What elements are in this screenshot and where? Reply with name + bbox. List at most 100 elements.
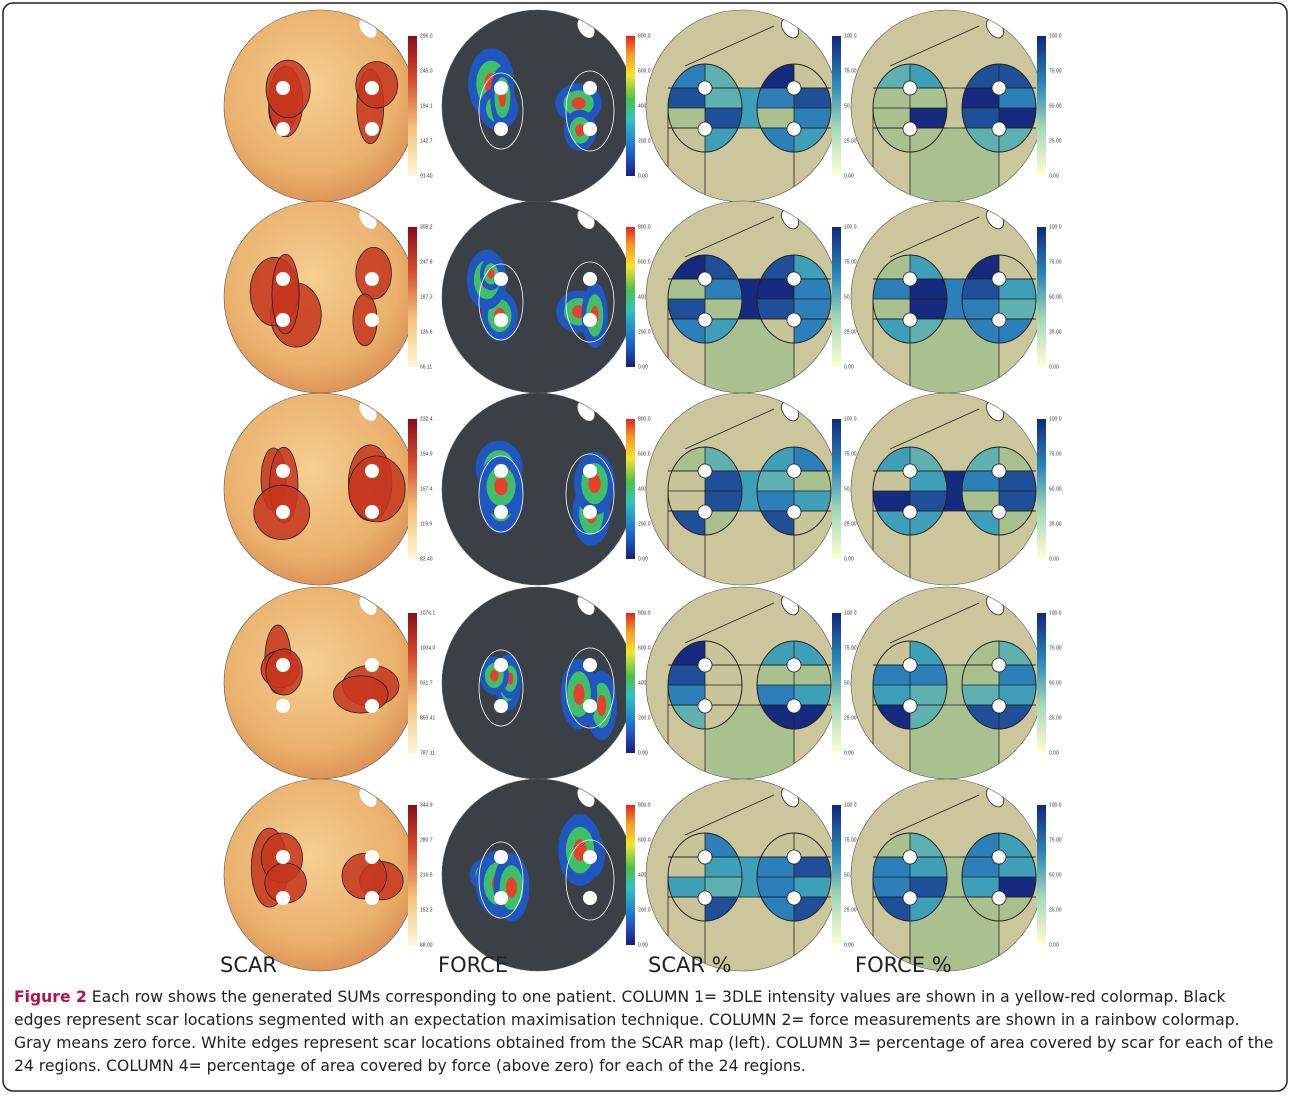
force-blob bbox=[494, 477, 507, 495]
electrode bbox=[583, 850, 597, 864]
electrode bbox=[698, 658, 712, 672]
colorbar-label: 152.3 bbox=[420, 907, 433, 913]
colorbar-label: 800.0 bbox=[638, 33, 651, 39]
electrode bbox=[698, 699, 712, 713]
electrode bbox=[787, 122, 801, 136]
electrode bbox=[992, 699, 1006, 713]
electrode bbox=[903, 699, 917, 713]
colorbar-label: 25.00 bbox=[1049, 907, 1062, 913]
colorbar-label: 800.0 bbox=[638, 416, 651, 422]
disc-map bbox=[224, 779, 416, 971]
electrode bbox=[903, 122, 917, 136]
electrode bbox=[992, 464, 1006, 478]
colorbar bbox=[626, 227, 635, 367]
disc-map bbox=[224, 393, 416, 585]
colorbar-label: 0.00 bbox=[638, 750, 648, 756]
force-blob bbox=[597, 695, 606, 716]
colorbar-label: 0.00 bbox=[844, 942, 854, 948]
colorbar-label: 600.0 bbox=[638, 837, 651, 843]
electrode bbox=[583, 699, 597, 713]
disc-map bbox=[851, 393, 1043, 607]
electrode bbox=[494, 891, 508, 905]
electrode bbox=[698, 891, 712, 905]
colorbar-label: 800.0 bbox=[638, 802, 651, 808]
column-label: FORCE % bbox=[855, 953, 952, 977]
colorbar bbox=[832, 419, 841, 559]
colorbar bbox=[832, 36, 841, 176]
caption-label: Figure 2 bbox=[14, 988, 87, 1006]
colorbar-label: 50.00 bbox=[1049, 680, 1062, 686]
disc bbox=[442, 10, 634, 202]
colorbar-label: 216.5 bbox=[420, 872, 433, 878]
colorbar-label: 600.0 bbox=[638, 451, 651, 457]
column-label: FORCE bbox=[438, 953, 508, 977]
electrode bbox=[494, 272, 508, 286]
disc-map bbox=[851, 587, 1043, 801]
colorbar-label: 0.00 bbox=[1049, 364, 1059, 370]
electrode bbox=[494, 699, 508, 713]
colorbar-label: 75.00 bbox=[1049, 259, 1062, 265]
colorbar-label: 194.9 bbox=[420, 451, 433, 457]
colorbar-label: 0.00 bbox=[638, 942, 648, 948]
electrode bbox=[494, 850, 508, 864]
colorbar-label: 200.0 bbox=[638, 907, 651, 913]
colorbar-label: 75.00 bbox=[844, 259, 857, 265]
column-label: SCAR % bbox=[648, 953, 732, 977]
electrode bbox=[903, 891, 917, 905]
electrode bbox=[276, 122, 290, 136]
colorbar-label: 100.0 bbox=[1049, 224, 1062, 230]
colorbar-label: 0.00 bbox=[1049, 942, 1059, 948]
electrode bbox=[494, 81, 508, 95]
colorbar-label: 91.40 bbox=[420, 173, 433, 179]
colorbar bbox=[626, 613, 635, 753]
colorbar-label: 280.7 bbox=[420, 837, 433, 843]
electrode bbox=[903, 272, 917, 286]
caption: Figure 2 Each row shows the generated SU… bbox=[14, 986, 1276, 1078]
colorbar-label: 0.00 bbox=[1049, 556, 1059, 562]
colorbar bbox=[408, 419, 417, 559]
colorbar-label: 0.00 bbox=[638, 173, 648, 179]
colorbar bbox=[408, 613, 417, 753]
electrode bbox=[903, 81, 917, 95]
disc-map bbox=[224, 10, 416, 202]
colorbar-label: 75.00 bbox=[1049, 68, 1062, 74]
electrode bbox=[903, 505, 917, 519]
force-blob bbox=[572, 97, 586, 109]
electrode bbox=[276, 891, 290, 905]
colorbar bbox=[408, 805, 417, 945]
colorbar-label: 50.00 bbox=[1049, 872, 1062, 878]
colorbar-label: 25.00 bbox=[844, 138, 857, 144]
colorbar-label: 200.0 bbox=[638, 521, 651, 527]
colorbar-label: 50.00 bbox=[1049, 103, 1062, 109]
disc bbox=[224, 10, 416, 202]
electrode bbox=[992, 122, 1006, 136]
colorbar bbox=[626, 36, 635, 176]
disc-map bbox=[442, 201, 634, 393]
electrode bbox=[365, 850, 379, 864]
colorbar bbox=[832, 613, 841, 753]
electrode bbox=[903, 658, 917, 672]
colorbar-label: 25.00 bbox=[1049, 715, 1062, 721]
electrode bbox=[698, 272, 712, 286]
disc-map bbox=[851, 201, 1043, 415]
colorbar-label: 75.00 bbox=[844, 68, 857, 74]
disc-map bbox=[224, 587, 416, 779]
electrode bbox=[276, 272, 290, 286]
electrode bbox=[992, 891, 1006, 905]
colorbar-label: 200.0 bbox=[638, 715, 651, 721]
colorbar-label: 800.0 bbox=[638, 224, 651, 230]
colorbar-label: 75.00 bbox=[1049, 837, 1062, 843]
electrode bbox=[787, 850, 801, 864]
colorbar-label: 187.3 bbox=[420, 294, 433, 300]
colorbar-label: 194.1 bbox=[420, 103, 433, 109]
colorbar-label: 50.00 bbox=[1049, 486, 1062, 492]
colorbar-label: 82.40 bbox=[420, 556, 433, 562]
electrode bbox=[276, 313, 290, 327]
electrode bbox=[494, 658, 508, 672]
electrode bbox=[698, 464, 712, 478]
colorbar-label: 0.00 bbox=[844, 750, 854, 756]
colorbar-label: 100.0 bbox=[844, 224, 857, 230]
scar-blob bbox=[342, 853, 386, 898]
electrode bbox=[903, 464, 917, 478]
electrode bbox=[583, 272, 597, 286]
